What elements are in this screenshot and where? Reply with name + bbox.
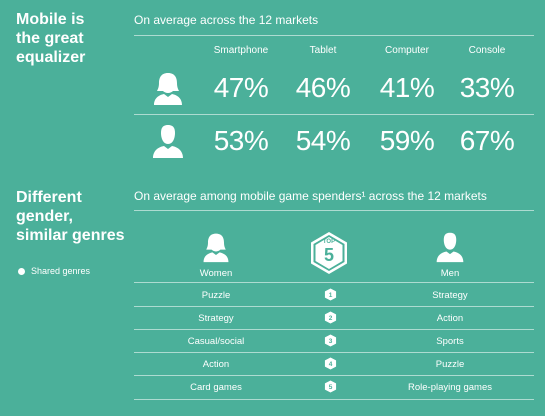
divider bbox=[134, 352, 534, 353]
top-label: TOP bbox=[322, 239, 336, 245]
rank-badge: 5 bbox=[324, 380, 337, 393]
woman-icon bbox=[154, 73, 182, 105]
rank-badge: 4 bbox=[324, 357, 337, 370]
section2-heading: Different gender, similar genres bbox=[16, 189, 125, 244]
men-label: Men bbox=[440, 268, 460, 279]
pct-woman-computer: 41% bbox=[379, 72, 435, 103]
pct-woman-smartphone: 47% bbox=[213, 72, 269, 103]
col-head-smartphone: Smartphone bbox=[213, 45, 269, 56]
man-icon bbox=[436, 232, 464, 263]
divider bbox=[134, 329, 534, 330]
pct-man-tablet: 54% bbox=[295, 125, 351, 156]
pct-man-smartphone: 53% bbox=[213, 125, 269, 156]
pct-woman-console: 33% bbox=[459, 72, 515, 103]
divider bbox=[134, 306, 534, 307]
divider bbox=[134, 35, 534, 36]
rank-3: 3 bbox=[329, 338, 333, 345]
legend-dot bbox=[18, 268, 25, 275]
rank-badge: 1 bbox=[324, 288, 337, 301]
man-icon bbox=[153, 125, 183, 158]
legend-label: Shared genres bbox=[31, 266, 91, 276]
col-head-tablet: Tablet bbox=[309, 45, 337, 56]
divider bbox=[134, 114, 534, 115]
divider bbox=[134, 399, 534, 400]
divider bbox=[134, 210, 534, 211]
col-head-computer: Computer bbox=[385, 45, 429, 56]
pct-man-computer: 59% bbox=[379, 125, 435, 156]
pct-man-console: 67% bbox=[459, 125, 515, 156]
rank-4: 4 bbox=[329, 361, 333, 368]
women-genre-4: Action bbox=[202, 359, 230, 370]
col-head-console: Console bbox=[468, 45, 506, 56]
women-genre-1: Puzzle bbox=[201, 290, 231, 301]
women-genre-5: Card games bbox=[190, 382, 242, 393]
women-genre-2: Strategy bbox=[198, 313, 234, 324]
women-label: Women bbox=[199, 268, 233, 279]
rank-badge: 2 bbox=[324, 311, 337, 324]
men-genre-3: Sports bbox=[436, 336, 464, 347]
rank-badge: 3 bbox=[324, 334, 337, 347]
men-genre-2: Action bbox=[436, 313, 464, 324]
section1-heading: Mobile is the great equalizer bbox=[16, 11, 86, 66]
divider bbox=[134, 282, 534, 283]
top5-badge bbox=[311, 232, 347, 274]
men-genre-4: Puzzle bbox=[435, 359, 465, 370]
rank-1: 1 bbox=[329, 292, 333, 299]
section1-subheading: On average across the 12 markets bbox=[134, 13, 319, 27]
rank-5: 5 bbox=[329, 384, 333, 391]
women-genre-3: Casual/social bbox=[187, 336, 245, 347]
woman-icon bbox=[203, 233, 229, 263]
divider bbox=[134, 375, 534, 376]
pct-woman-tablet: 46% bbox=[295, 72, 351, 103]
rank-2: 2 bbox=[329, 315, 333, 322]
men-genre-5: Role-playing games bbox=[408, 382, 492, 393]
men-genre-1: Strategy bbox=[432, 290, 468, 301]
top-number: 5 bbox=[323, 245, 334, 265]
section2-subheading: On average among mobile game spenders¹ a… bbox=[134, 189, 487, 203]
